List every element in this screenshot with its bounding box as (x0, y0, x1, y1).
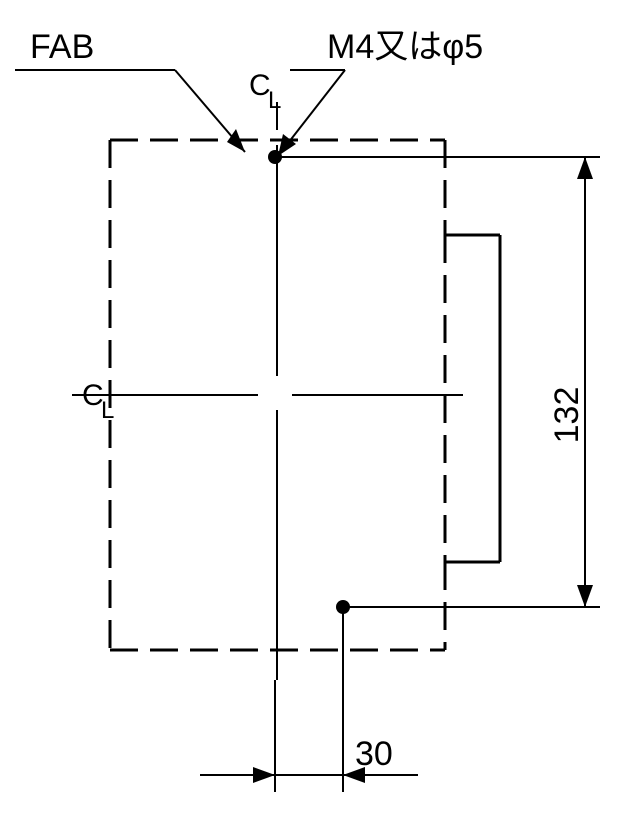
callout-label: M4又はφ5 (327, 28, 483, 66)
dim-132-text: 132 (548, 387, 586, 444)
dim-132-arrow-bottom (577, 585, 593, 607)
dim-30-text: 30 (355, 735, 393, 773)
cl-top-l: L (268, 87, 281, 114)
dim-30-arrow-left (253, 767, 275, 783)
dim-132-arrow-top (577, 157, 593, 179)
fab-label: FAB (30, 28, 94, 66)
cl-left-l: L (101, 397, 114, 424)
